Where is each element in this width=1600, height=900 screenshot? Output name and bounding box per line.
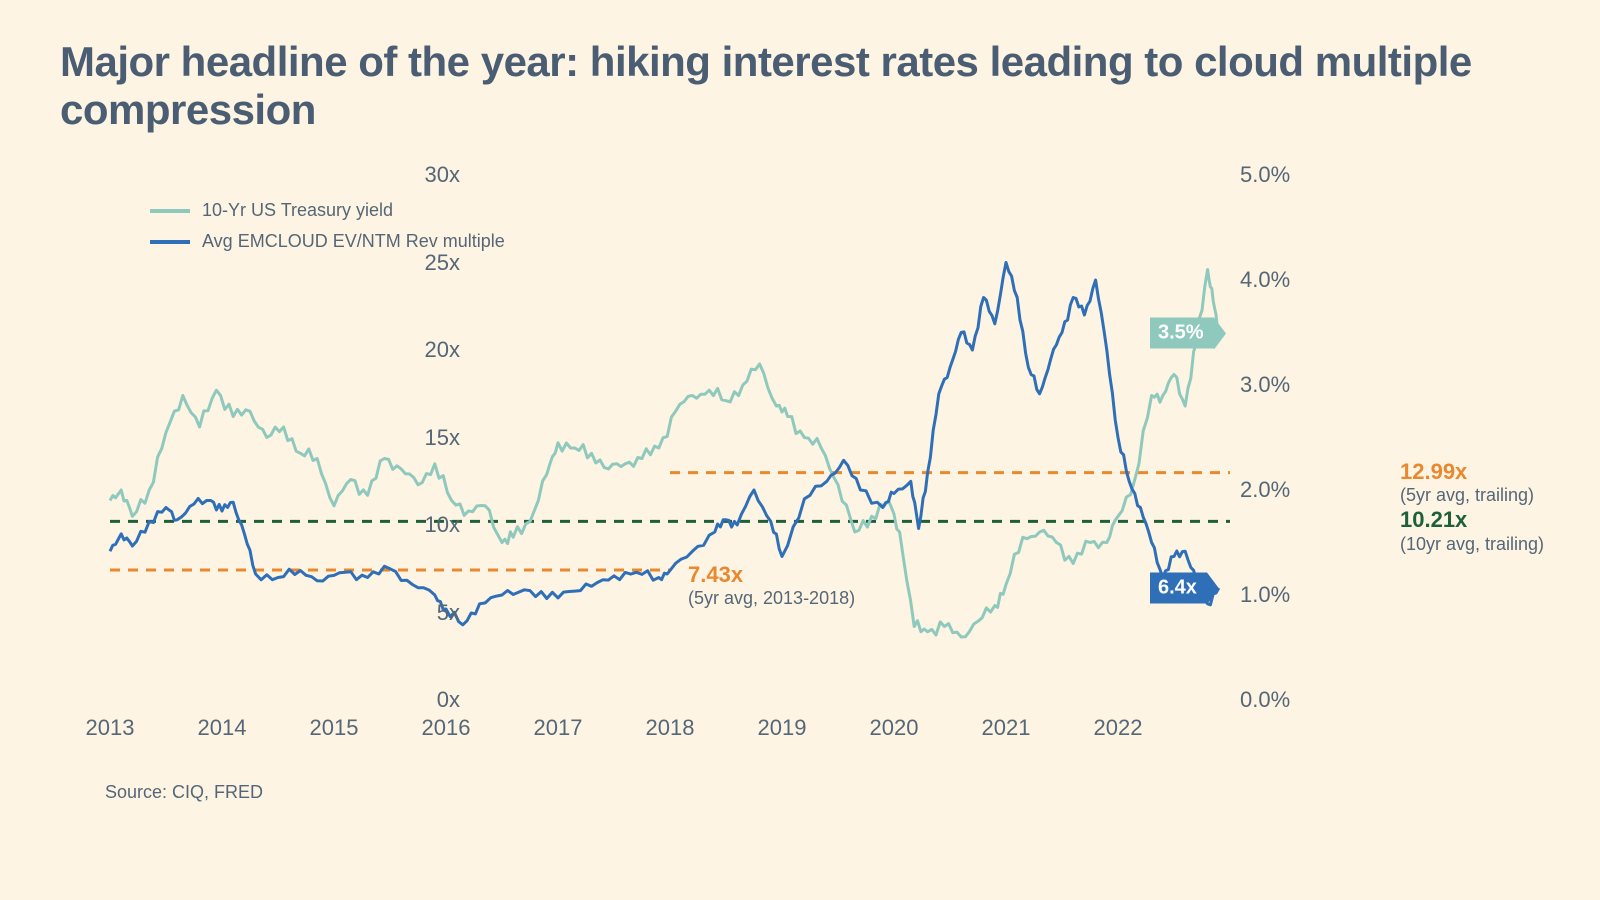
y-axis-left-tick: 30x <box>400 162 460 188</box>
y-axis-right-tick: 2.0% <box>1240 477 1320 503</box>
x-axis-tick: 2021 <box>982 715 1031 741</box>
y-axis-right-tick: 1.0% <box>1240 582 1320 608</box>
y-axis-left-tick: 25x <box>400 250 460 276</box>
y-axis-left-tick: 5x <box>400 600 460 626</box>
reference-label: 10.21x(10yr avg, trailing) <box>1400 507 1544 555</box>
y-axis-right-tick: 4.0% <box>1240 267 1320 293</box>
y-axis-right-tick: 5.0% <box>1240 162 1320 188</box>
x-axis-tick: 2014 <box>198 715 247 741</box>
chart-source: Source: CIQ, FRED <box>105 782 263 803</box>
chart-svg <box>110 175 1230 700</box>
y-axis-left-tick: 15x <box>400 425 460 451</box>
series-end-tag: 3.5% <box>1150 317 1214 348</box>
x-axis-tick: 2019 <box>758 715 807 741</box>
y-axis-left-tick: 20x <box>400 337 460 363</box>
x-axis-tick: 2022 <box>1094 715 1143 741</box>
y-axis-right-tick: 3.0% <box>1240 372 1320 398</box>
reference-label: 7.43x(5yr avg, 2013-2018) <box>688 562 855 610</box>
x-axis-tick: 2016 <box>422 715 471 741</box>
series-end-tag: 6.4x <box>1150 573 1207 604</box>
chart-title: Major headline of the year: hiking inter… <box>60 38 1600 135</box>
chart-plot-area <box>110 175 1230 700</box>
x-axis-tick: 2013 <box>86 715 135 741</box>
x-axis-tick: 2017 <box>534 715 583 741</box>
y-axis-left-tick: 10x <box>400 512 460 538</box>
y-axis-left-tick: 0x <box>400 687 460 713</box>
x-axis-tick: 2015 <box>310 715 359 741</box>
x-axis-tick: 2020 <box>870 715 919 741</box>
reference-label: 12.99x(5yr avg, trailing) <box>1400 459 1534 507</box>
x-axis-tick: 2018 <box>646 715 695 741</box>
y-axis-right-tick: 0.0% <box>1240 687 1320 713</box>
